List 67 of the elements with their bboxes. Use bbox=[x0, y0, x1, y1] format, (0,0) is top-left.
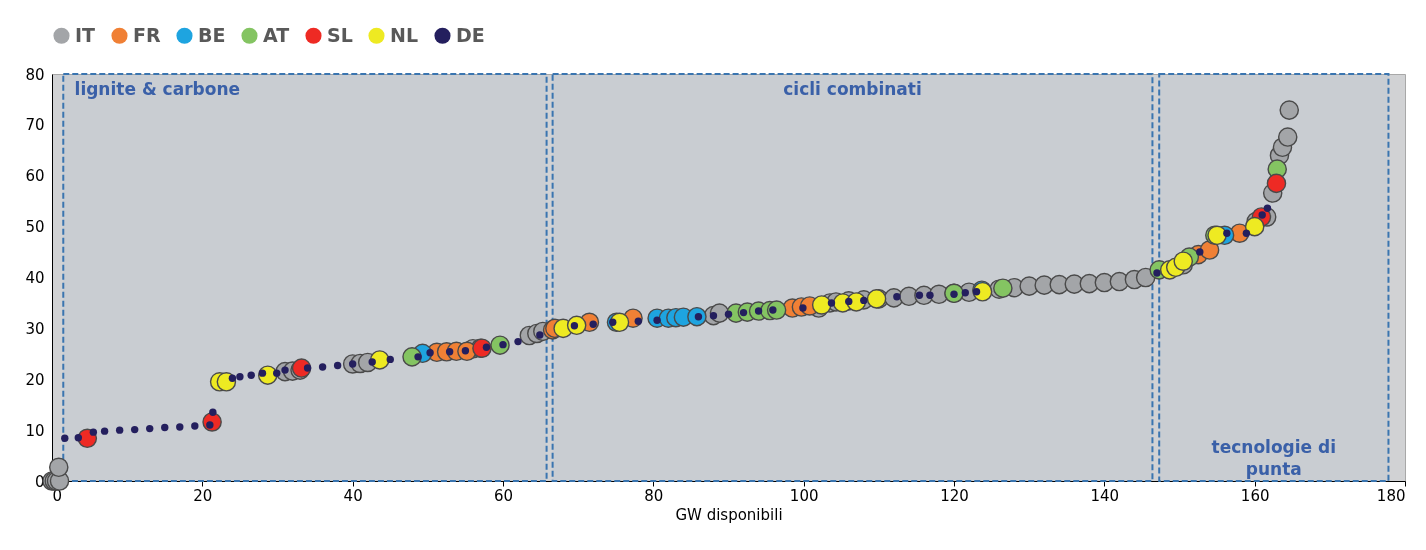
x-tick-label: 100 bbox=[789, 486, 819, 505]
point bbox=[48, 457, 69, 478]
point bbox=[236, 373, 244, 381]
legend-label: FR bbox=[133, 23, 161, 46]
point bbox=[318, 363, 327, 371]
point bbox=[333, 361, 342, 370]
point bbox=[61, 434, 69, 442]
point bbox=[926, 291, 934, 300]
legend-label: IT bbox=[75, 23, 96, 46]
y-tick-label: 20 bbox=[25, 370, 45, 389]
x-axis-title: GW disponibili bbox=[675, 505, 783, 524]
legend-label: AT bbox=[263, 23, 290, 46]
point bbox=[228, 374, 237, 382]
point bbox=[130, 425, 139, 434]
point bbox=[273, 369, 281, 377]
point bbox=[634, 317, 643, 325]
legend-label: SL bbox=[327, 23, 353, 46]
y-tick-label: 10 bbox=[25, 421, 45, 440]
point bbox=[445, 348, 454, 356]
band-label: lignite & carbone bbox=[74, 79, 241, 100]
point bbox=[514, 337, 522, 346]
x-tick-label: 80 bbox=[644, 486, 664, 505]
point bbox=[191, 422, 199, 430]
point bbox=[1266, 173, 1287, 194]
band-label: tecnologie di punta bbox=[1211, 437, 1337, 480]
point bbox=[209, 408, 217, 417]
point bbox=[303, 364, 312, 372]
point bbox=[146, 424, 154, 433]
point bbox=[247, 371, 255, 379]
x-tick-label: 60 bbox=[493, 486, 514, 505]
x-tick-label: 180 bbox=[1376, 486, 1406, 505]
x-tick-label: 160 bbox=[1240, 486, 1270, 505]
point bbox=[100, 427, 109, 435]
y-tick-label: 50 bbox=[25, 218, 45, 237]
point bbox=[1242, 229, 1251, 237]
point bbox=[972, 288, 981, 296]
point bbox=[368, 358, 376, 366]
point bbox=[89, 428, 98, 436]
point bbox=[1173, 251, 1194, 271]
x-tick-label: 20 bbox=[193, 486, 213, 505]
point bbox=[426, 349, 434, 357]
x-tick-label: 120 bbox=[940, 486, 969, 505]
legend-label: DE bbox=[456, 23, 485, 46]
point bbox=[724, 310, 733, 318]
point bbox=[1135, 267, 1156, 288]
y-tick-label: 70 bbox=[25, 116, 45, 135]
point bbox=[1279, 100, 1300, 120]
y-tick-label: 40 bbox=[25, 269, 45, 287]
point bbox=[1277, 127, 1298, 147]
y-tick-label: 60 bbox=[25, 167, 45, 186]
point bbox=[176, 423, 184, 431]
legend-label: NL bbox=[390, 23, 419, 46]
y-tick-label: 80 bbox=[25, 65, 45, 84]
y-tick-label: 0 bbox=[34, 472, 45, 491]
point bbox=[161, 423, 169, 432]
point bbox=[386, 355, 394, 364]
legend-label: BE bbox=[198, 23, 226, 46]
point bbox=[1263, 204, 1272, 213]
x-tick-label: 40 bbox=[343, 486, 363, 505]
point bbox=[74, 434, 83, 442]
point bbox=[258, 369, 267, 377]
y-tick-label: 30 bbox=[25, 319, 45, 338]
point bbox=[115, 426, 124, 434]
point bbox=[414, 353, 422, 361]
x-tick-label: 140 bbox=[1090, 486, 1120, 505]
band-label: cicli combinati bbox=[783, 79, 922, 100]
point bbox=[1244, 216, 1265, 237]
